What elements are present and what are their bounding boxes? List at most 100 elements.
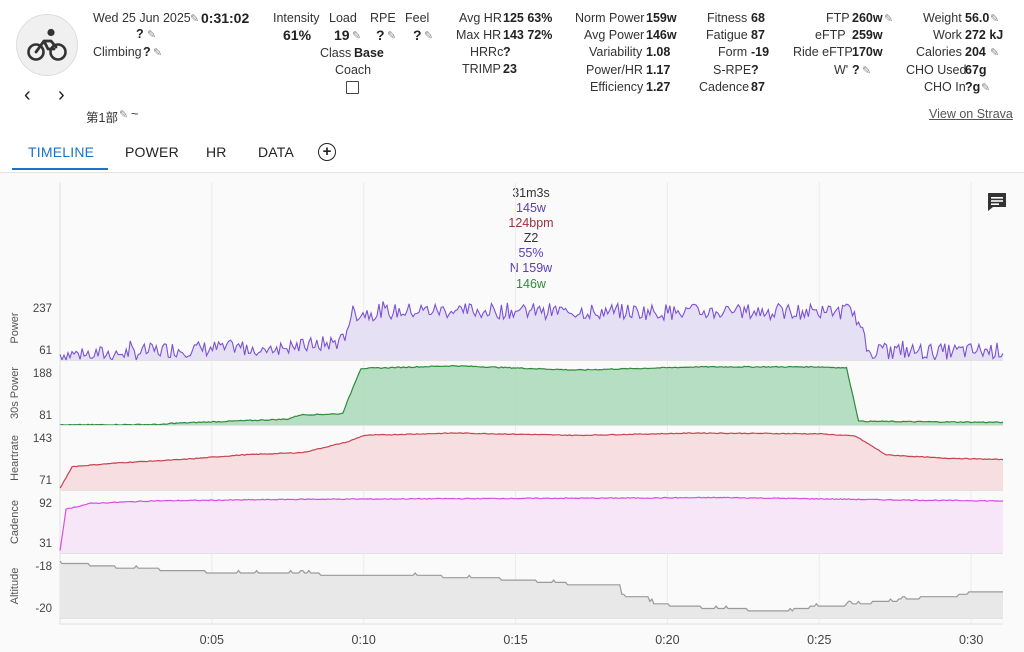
x-tick-label: 0:10 bbox=[352, 633, 376, 647]
activity-header: ‹ › Wed 25 Jun 2025 0:31:02 ✎ ? ✎ Climbi… bbox=[0, 0, 1024, 135]
summary-avg-power-30s: 146w bbox=[516, 277, 547, 291]
form-label: Form bbox=[718, 45, 748, 59]
panel-label: Cadence bbox=[9, 500, 21, 544]
plus-icon: + bbox=[322, 143, 332, 160]
intensity-label: Intensity bbox=[273, 11, 320, 25]
trimp-value: 23 bbox=[503, 62, 517, 76]
panel-label: Heartrate bbox=[9, 435, 21, 481]
summary-duration: 31m3s bbox=[512, 186, 550, 200]
edit-time-icon[interactable]: ✎ bbox=[147, 29, 157, 41]
view-tabs: TIMELINE POWER HR DATA bbox=[0, 136, 1024, 173]
srpe-label: S-RPE bbox=[713, 63, 752, 77]
edit-name-icon[interactable]: ✎ bbox=[119, 109, 129, 121]
rpe-value: ? bbox=[376, 27, 385, 43]
y-tick-bottom: 61 bbox=[39, 345, 52, 357]
norm-power-value: 159w bbox=[646, 11, 677, 25]
tab-data[interactable]: DATA bbox=[258, 144, 295, 160]
ride-eftp-value: 170w bbox=[852, 45, 883, 59]
feel-label: Feel bbox=[405, 11, 430, 25]
fatigue-label: Fatigue bbox=[706, 28, 748, 42]
x-tick-label: 0:05 bbox=[200, 633, 224, 647]
view-on-strava-link[interactable]: View on Strava bbox=[929, 107, 1013, 121]
summary-norm-power: N 159w bbox=[510, 261, 553, 275]
trimp-label: TRIMP bbox=[462, 62, 501, 76]
tab-power[interactable]: POWER bbox=[125, 144, 179, 160]
x-tick-label: 0:30 bbox=[959, 633, 983, 647]
edit-climbing-icon[interactable]: ✎ bbox=[153, 47, 163, 59]
y-tick-top: -18 bbox=[35, 561, 52, 573]
rpe-label: RPE bbox=[370, 11, 396, 25]
class-label: Class bbox=[320, 46, 352, 60]
activity-duration: 0:31:02 bbox=[201, 10, 250, 26]
edit-cho-in-icon[interactable]: ✎ bbox=[981, 82, 991, 94]
y-tick-top: 237 bbox=[33, 303, 52, 315]
panel-label: 30s Power bbox=[9, 367, 21, 419]
avg-hr-label: Avg HR bbox=[459, 11, 502, 25]
activity-name-suffix: ~ bbox=[131, 107, 139, 121]
edit-feel-icon[interactable]: ✎ bbox=[424, 30, 434, 42]
efficiency-value: 1.27 bbox=[646, 80, 671, 94]
variability-label: Variability bbox=[589, 45, 643, 59]
class-value: Base bbox=[354, 46, 384, 60]
tab-timeline[interactable]: TIMELINE bbox=[28, 144, 95, 160]
y-tick-bottom: -20 bbox=[35, 603, 52, 615]
edit-calories-icon[interactable]: ✎ bbox=[990, 47, 1000, 59]
series-area-power bbox=[60, 301, 1003, 360]
avg-hr-value: 125 63% bbox=[503, 11, 553, 25]
coach-label: Coach bbox=[335, 63, 372, 77]
fitness-value: 68 bbox=[751, 11, 765, 25]
ride-eftp-label: Ride eFTP bbox=[793, 45, 853, 59]
comment-icon[interactable] bbox=[986, 192, 1008, 212]
tab-hr[interactable]: HR bbox=[206, 144, 227, 160]
cho-in-label: CHO In bbox=[924, 80, 966, 94]
edit-wprime-icon[interactable]: ✎ bbox=[862, 65, 872, 77]
y-tick-bottom: 71 bbox=[39, 475, 52, 487]
active-tab-indicator bbox=[12, 168, 108, 170]
series-area-altitude bbox=[60, 561, 1003, 618]
fitness-label: Fitness bbox=[707, 11, 748, 25]
weight-value: 56.0 bbox=[965, 11, 990, 25]
series-line-power bbox=[59, 301, 1004, 363]
y-tick-top: 92 bbox=[39, 498, 52, 510]
series-area-cadence bbox=[60, 497, 1003, 553]
edit-date-icon[interactable]: ✎ bbox=[190, 13, 200, 25]
load-label: Load bbox=[329, 11, 357, 25]
add-tab-button[interactable]: + bbox=[318, 143, 336, 161]
series-area-heartrate bbox=[60, 432, 1003, 490]
edit-ftp-icon[interactable]: ✎ bbox=[884, 13, 894, 25]
fatigue-value: 87 bbox=[751, 28, 765, 42]
series-line-cadence bbox=[59, 496, 1004, 551]
edit-load-icon[interactable]: ✎ bbox=[352, 30, 362, 42]
activity-time-value: ? bbox=[136, 27, 144, 41]
wprime-value: ? bbox=[852, 63, 860, 77]
x-tick-label: 0:20 bbox=[655, 633, 679, 647]
y-tick-top: 188 bbox=[33, 368, 52, 380]
variability-value: 1.08 bbox=[646, 45, 671, 59]
x-tick-label: 0:15 bbox=[503, 633, 527, 647]
form-value: -19 bbox=[751, 45, 770, 59]
load-value: 19 bbox=[334, 27, 350, 43]
x-tick-label: 0:25 bbox=[807, 633, 831, 647]
edit-weight-icon[interactable]: ✎ bbox=[990, 13, 1000, 25]
hrrc-value: ? bbox=[503, 45, 511, 59]
efficiency-label: Efficiency bbox=[590, 80, 644, 94]
eftp-value: 259w bbox=[852, 28, 883, 42]
activity-type-avatar[interactable] bbox=[16, 14, 78, 76]
series-line-heartrate bbox=[59, 432, 1004, 489]
wprime-label: W' bbox=[834, 63, 849, 77]
edit-rpe-icon[interactable]: ✎ bbox=[387, 30, 397, 42]
series-line-30s-power bbox=[59, 364, 1004, 426]
max-hr-label: Max HR bbox=[456, 28, 502, 42]
norm-power-label: Norm Power bbox=[575, 11, 645, 25]
next-activity-button[interactable]: › bbox=[58, 84, 65, 106]
previous-activity-button[interactable]: ‹ bbox=[24, 84, 31, 106]
max-hr-value: 143 72% bbox=[503, 28, 553, 42]
coach-checkbox[interactable] bbox=[346, 81, 359, 94]
weight-label: Weight bbox=[923, 11, 962, 25]
ftp-label: FTP bbox=[826, 11, 850, 25]
feel-value: ? bbox=[413, 27, 422, 43]
activity-name[interactable]: 第1部 bbox=[86, 111, 118, 125]
cadence-label: Cadence bbox=[699, 80, 750, 94]
panel-label: Altitude bbox=[9, 568, 21, 605]
